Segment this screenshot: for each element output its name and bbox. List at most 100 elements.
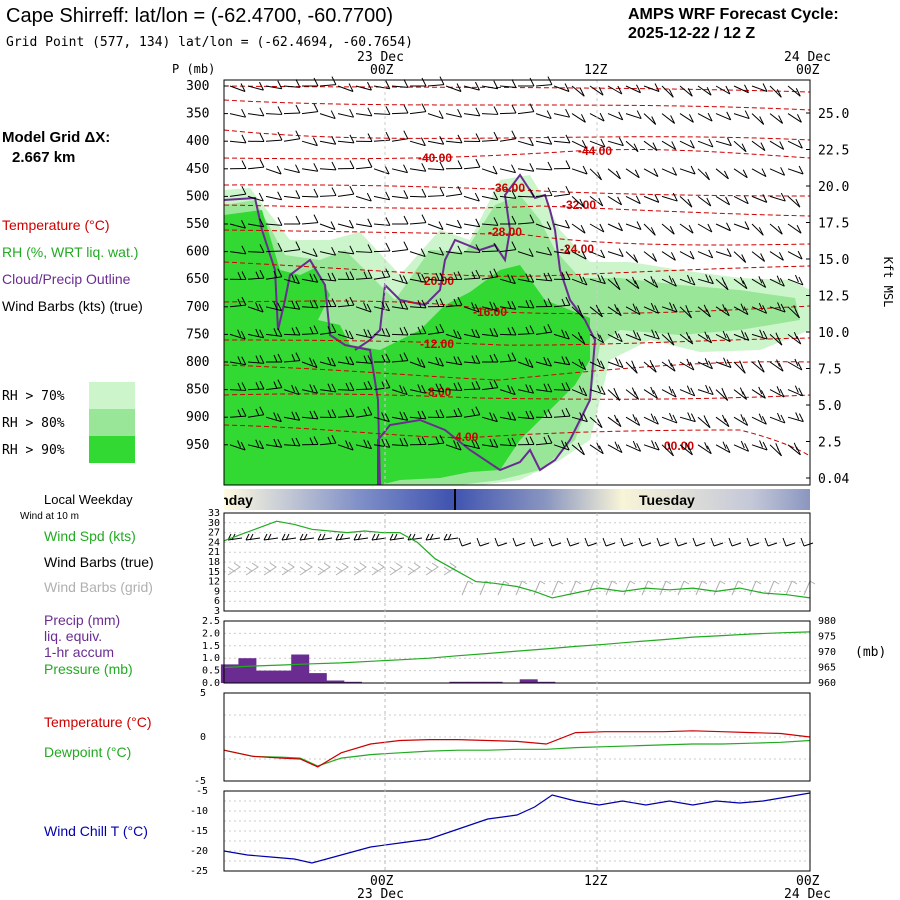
wind-chill-line <box>223 792 811 864</box>
wind-barb <box>463 355 481 364</box>
wind-barb <box>535 272 553 282</box>
wind-barb <box>733 330 750 341</box>
cross-section-panel: -44.00 -40.00 -36.00 -32.00 -28.00 -24.0… <box>186 76 895 487</box>
wind-barb-grid <box>785 580 798 596</box>
wind-barb <box>373 268 391 280</box>
wind-barb-true <box>782 537 796 547</box>
wind-barb <box>391 384 408 396</box>
wind-barb <box>679 139 695 149</box>
wind-barb <box>607 277 621 291</box>
wind-barb <box>373 131 391 142</box>
wind-barb <box>283 274 300 285</box>
precip-bar <box>238 658 257 683</box>
wind-barb <box>715 137 732 147</box>
wind-barb <box>679 442 693 456</box>
precip-bar <box>343 681 362 683</box>
wind-barb <box>265 131 283 142</box>
wind-barb <box>337 356 355 366</box>
top-date-24dec: 24 Dec <box>784 50 831 65</box>
wind-barb <box>265 268 283 280</box>
precip-bar <box>291 654 310 683</box>
wind-barb <box>769 275 785 287</box>
wind-barb <box>409 357 426 368</box>
wind-barb <box>679 250 695 260</box>
wind-barb <box>337 134 355 144</box>
wind-barb <box>373 106 391 115</box>
wind-barb-grid <box>605 580 618 596</box>
wind-barb <box>373 80 391 90</box>
wind-barb <box>463 133 481 142</box>
height-tick-label: 10.0 <box>818 326 849 341</box>
wind-barb <box>535 136 553 145</box>
wind-barb <box>571 332 586 345</box>
wind-barb <box>643 302 660 314</box>
wind-barb-true <box>638 537 652 547</box>
wind-barb-true <box>764 537 778 547</box>
wind-barb <box>427 272 445 282</box>
wind-barb <box>589 138 606 148</box>
wind-barb <box>247 218 265 228</box>
wind-barb <box>283 326 301 336</box>
weekday-right: Tuesday <box>639 492 695 508</box>
height-tick-label: 17.5 <box>818 217 849 232</box>
y-tick-label: 5 <box>200 688 206 699</box>
wind-barb <box>679 165 696 175</box>
wind-barb <box>625 251 639 263</box>
wind-barb <box>445 296 463 308</box>
wind-barb <box>535 246 553 256</box>
wind-barb <box>499 190 517 199</box>
wind-barb <box>661 113 676 124</box>
wind-barb <box>373 328 391 337</box>
wind-barb <box>787 250 803 260</box>
precip-bar <box>220 664 239 683</box>
wind-barb <box>607 111 624 121</box>
pressure-tick-label: 950 <box>186 438 209 453</box>
precip-bar <box>326 680 345 683</box>
wind-barb <box>679 223 694 234</box>
height-tick-label: 20.0 <box>818 180 849 195</box>
wind-barb-grid <box>623 580 636 596</box>
contour-label-m8: -8.00 <box>424 385 452 399</box>
wind-barb <box>481 242 499 253</box>
pressure-ticks: 300 350 400 450 500 550 600 650 700 750 800 850 900 9… <box>186 79 228 453</box>
wind-barb <box>571 305 584 319</box>
y-tick-label: -25 <box>190 866 208 877</box>
y-tick-label: 975 <box>818 632 836 643</box>
wind-barb <box>787 274 804 286</box>
wind-barb <box>499 164 516 174</box>
wind-barb <box>751 329 768 340</box>
precip-bar <box>467 681 485 683</box>
wind-barb <box>409 103 427 115</box>
wind-barb <box>500 215 517 225</box>
y-tick-label: 2.0 <box>202 628 220 639</box>
height-tick-label: 0.04 <box>818 472 849 487</box>
wind-barb <box>535 76 553 87</box>
precip-bar <box>273 670 292 683</box>
wind-barb <box>337 219 354 229</box>
wind-barb <box>391 79 409 88</box>
wind-barb <box>535 187 553 197</box>
wind-barb-true <box>317 533 333 541</box>
wind-barb <box>355 439 372 450</box>
wind-barb <box>715 248 732 258</box>
wind-barb <box>697 85 712 96</box>
wind-barb-grid <box>569 580 582 596</box>
temperature-line <box>223 730 811 768</box>
wind-barb <box>409 436 427 446</box>
wind-barb <box>751 359 765 373</box>
wind-barb <box>283 384 300 396</box>
precip-bar <box>308 673 327 683</box>
wind-barb <box>499 274 516 285</box>
wind-barb-grid <box>587 580 600 596</box>
wind-barb <box>319 161 337 171</box>
wind-barb <box>643 276 659 288</box>
wind-barb <box>607 248 624 258</box>
wind-barb <box>553 407 571 418</box>
wind-barb <box>553 134 571 144</box>
label-1hr-accum: 1-hr accum <box>44 644 114 660</box>
wind-barb-true <box>245 533 261 541</box>
wind-barb <box>355 107 373 117</box>
wind-barb <box>535 409 553 418</box>
wind-barb <box>247 107 265 117</box>
wind-barb <box>535 434 553 446</box>
